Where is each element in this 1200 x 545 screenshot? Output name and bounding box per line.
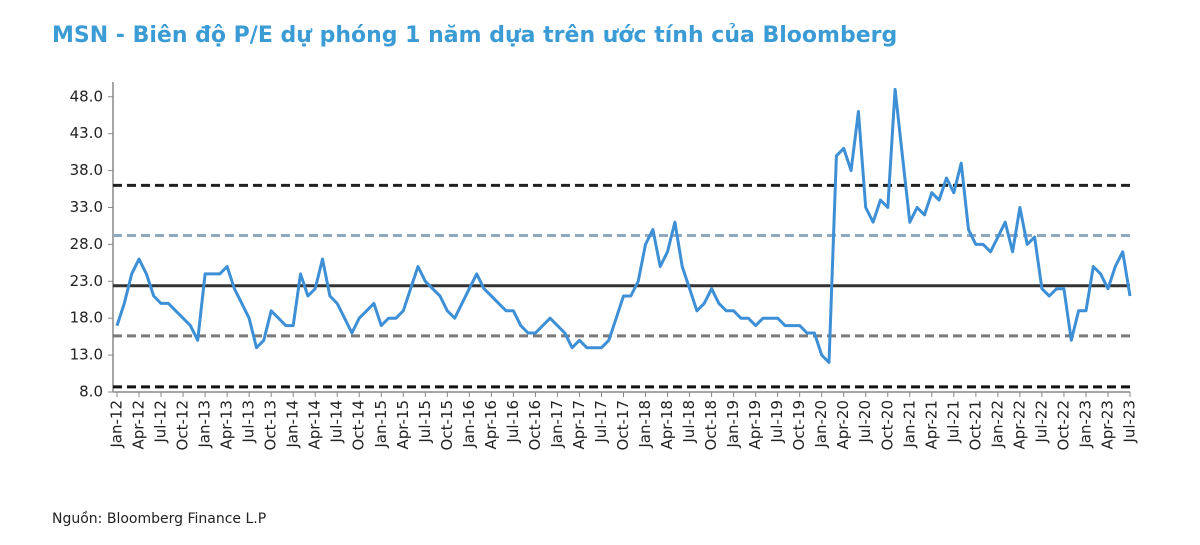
y-tick-label: 28.0: [70, 235, 103, 253]
x-tick-label: Oct-13: [262, 400, 280, 450]
x-tick-label: Jul-18: [680, 400, 698, 444]
x-tick-label: Apr-22: [1010, 400, 1028, 450]
x-tick-label: Apr-21: [922, 400, 940, 450]
x-tick-label: Jul-17: [592, 400, 610, 444]
x-tick-label: Oct-15: [438, 400, 456, 450]
x-tick-label: Jan-17: [548, 400, 566, 449]
x-tick-label: Jul-13: [240, 400, 258, 444]
x-tick-label: Apr-16: [482, 400, 500, 450]
x-tick-label: Jul-23: [1121, 400, 1139, 444]
x-tick-label: Jan-22: [988, 400, 1006, 449]
x-tick-label: Oct-22: [1054, 400, 1072, 450]
x-tick-label: Oct-16: [526, 400, 544, 450]
x-tick-label: Jan-13: [196, 400, 214, 449]
x-tick-label: Jul-16: [504, 400, 522, 444]
y-tick-label: 38.0: [70, 161, 103, 179]
y-tick-label: 13.0: [70, 346, 103, 364]
x-tick-label: Oct-20: [878, 400, 896, 450]
x-tick-label: Jul-19: [768, 400, 786, 444]
y-tick-label: 23.0: [70, 272, 103, 290]
x-tick-label: Jan-16: [460, 400, 478, 449]
x-tick-label: Apr-19: [746, 400, 764, 450]
x-tick-label: Jan-20: [812, 400, 830, 449]
x-tick-label: Oct-17: [614, 400, 632, 450]
x-tick-label: Jan-19: [724, 400, 742, 449]
x-tick-label: Jan-23: [1076, 400, 1094, 449]
x-tick-label: Apr-17: [570, 400, 588, 450]
x-tick-label: Apr-13: [218, 400, 236, 450]
x-tick-label: Jan-12: [108, 400, 126, 449]
x-tick-label: Jan-21: [900, 400, 918, 449]
y-tick-label: 48.0: [70, 87, 103, 105]
x-tick-label: Apr-23: [1098, 400, 1116, 450]
y-tick-label: 33.0: [70, 198, 103, 216]
x-tick-label: Oct-12: [174, 400, 192, 450]
x-tick-label: Oct-18: [702, 400, 720, 450]
x-tick-label: Apr-18: [658, 400, 676, 450]
x-tick-label: Apr-14: [306, 400, 324, 450]
source-note: Nguồn: Bloomberg Finance L.P: [52, 510, 266, 527]
x-tick-label: Oct-21: [966, 400, 984, 450]
x-tick-label: Apr-15: [394, 400, 412, 450]
x-tick-label: Oct-19: [790, 400, 808, 450]
x-tick-label: Jul-12: [152, 400, 170, 444]
y-tick-label: 18.0: [70, 309, 103, 327]
y-tick-label: 43.0: [70, 124, 103, 142]
chart-title: MSN - Biên độ P/E dự phóng 1 năm dựa trê…: [52, 23, 897, 48]
x-tick-label: Jul-14: [328, 400, 346, 444]
x-tick-label: Oct-14: [350, 400, 368, 450]
x-tick-label: Apr-12: [130, 400, 148, 450]
x-tick-label: Jan-15: [372, 400, 390, 449]
y-tick-label: 8.0: [79, 383, 103, 401]
x-tick-label: Apr-20: [834, 400, 852, 450]
x-tick-label: Jul-21: [944, 400, 962, 444]
x-tick-label: Jan-14: [284, 400, 302, 449]
x-tick-label: Jul-22: [1032, 400, 1050, 444]
data-line: [115, 87, 1132, 364]
x-tick-label: Jul-20: [856, 400, 874, 444]
x-tick-label: Jan-18: [636, 400, 654, 449]
x-tick-label: Jul-15: [416, 400, 434, 444]
